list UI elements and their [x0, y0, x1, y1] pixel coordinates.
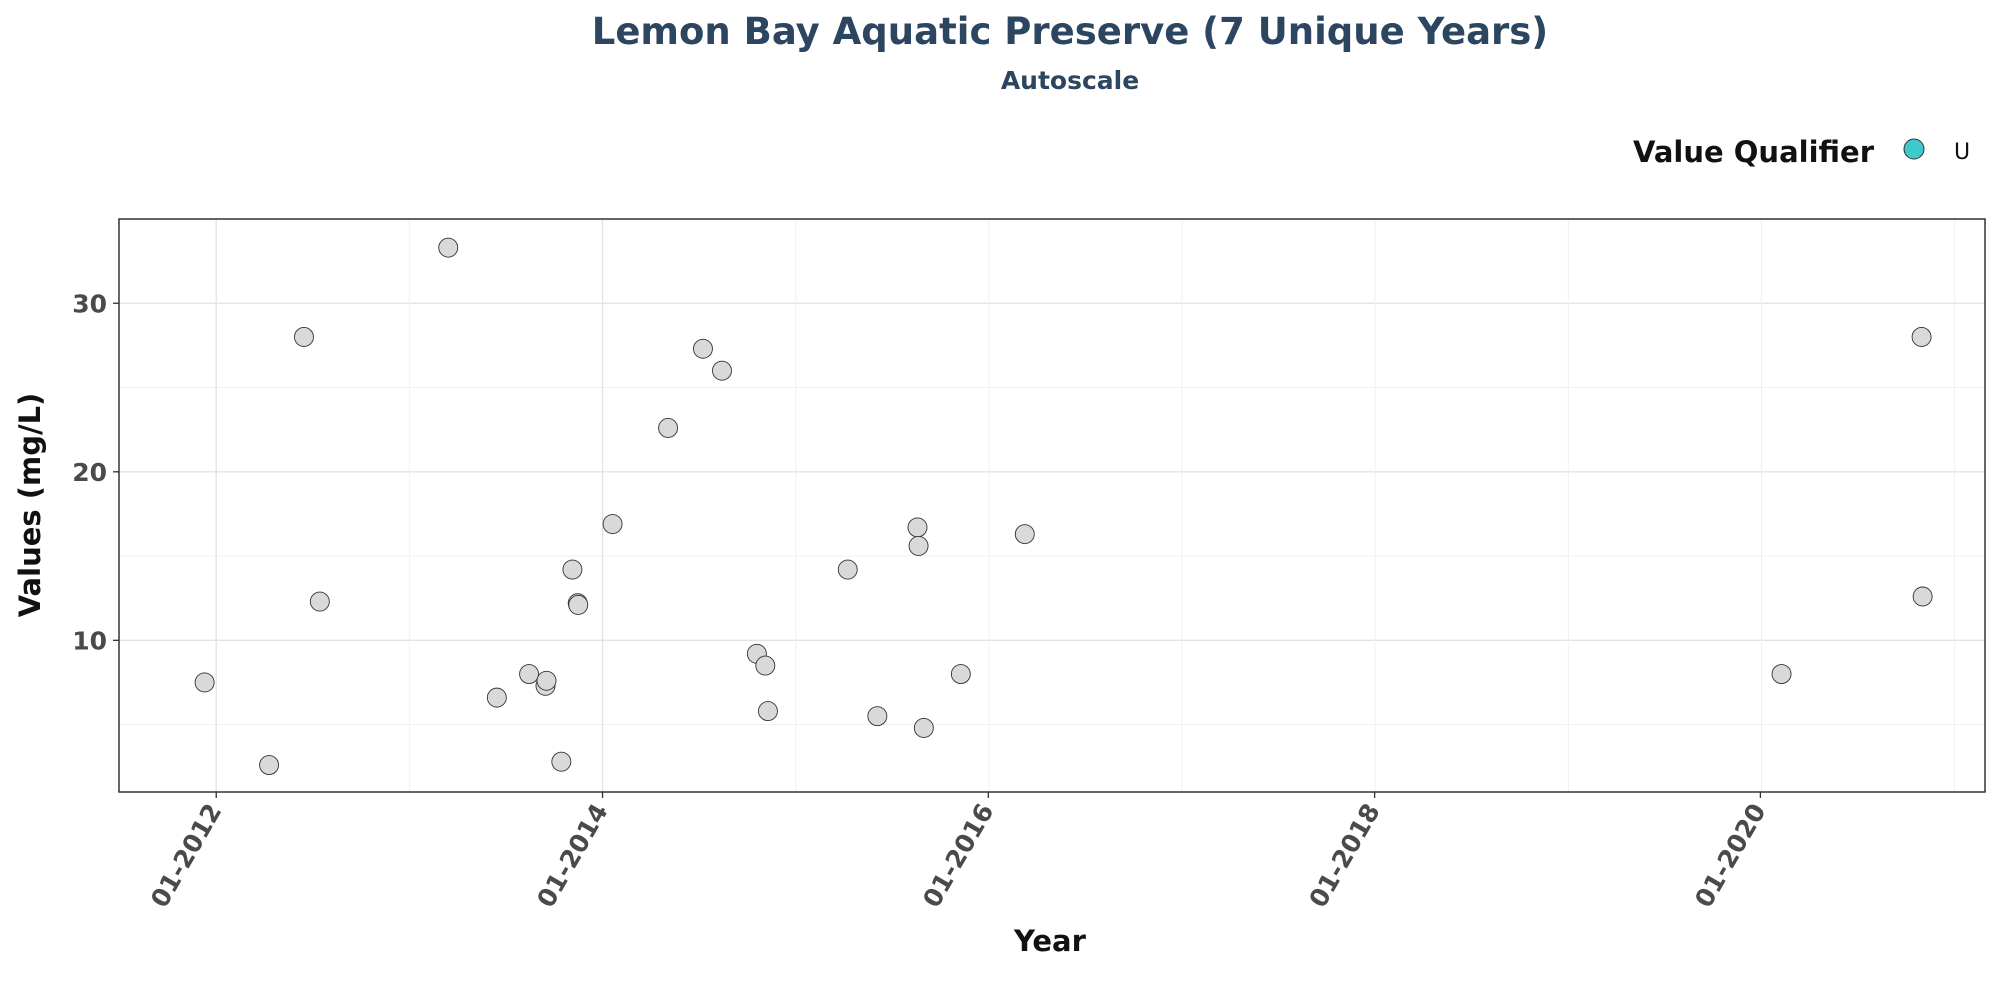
y-tick-label: 20 [72, 458, 107, 487]
data-point [294, 327, 314, 347]
legend: Value Qualifier U [1633, 135, 1970, 169]
data-point [438, 237, 459, 258]
data-point [486, 687, 507, 708]
data-point [309, 591, 330, 612]
plot-panel [118, 218, 1986, 793]
data-point [194, 672, 215, 693]
data-point [568, 594, 589, 615]
x-axis: 01-2012 01-2014 01-2016 01-2018 01-2020 [145, 792, 1772, 912]
data-point [536, 670, 557, 691]
x-tick-label: 01-2020 [1689, 799, 1771, 913]
legend-label-u: U [1954, 140, 1970, 165]
data-point [1771, 664, 1792, 684]
data-point [693, 338, 713, 359]
data-point [907, 517, 928, 538]
x-axis-title: Year [1013, 924, 1087, 958]
legend-title: Value Qualifier [1633, 135, 1875, 169]
data-point [908, 535, 929, 556]
y-tick-label: 30 [72, 289, 107, 318]
legend-key-u [1903, 138, 1925, 160]
data-point [1014, 524, 1035, 545]
data-point [562, 559, 583, 580]
x-tick-label: 01-2016 [917, 799, 999, 913]
data-points [194, 237, 1933, 775]
data-point [1911, 327, 1932, 347]
y-axis-title: Values (mg/L) [13, 393, 47, 618]
data-point [837, 559, 858, 580]
data-point [1912, 586, 1933, 607]
data-point [755, 655, 776, 676]
data-point [259, 755, 280, 775]
data-point [712, 360, 732, 381]
chart-subtitle: Autoscale [1001, 66, 1139, 95]
data-point [867, 706, 888, 727]
y-axis: 10 20 30 [72, 289, 119, 655]
y-tick-label: 10 [72, 626, 107, 655]
gridlines [119, 218, 1985, 792]
x-tick-label: 01-2012 [145, 799, 227, 913]
chart-title: Lemon Bay Aquatic Preserve (7 Unique Yea… [592, 10, 1548, 53]
data-point [519, 664, 540, 684]
data-point [658, 418, 679, 438]
data-point [758, 701, 778, 722]
x-tick-label: 01-2018 [1303, 799, 1385, 913]
x-tick-label: 01-2014 [531, 799, 613, 913]
data-point [950, 664, 971, 684]
data-point [913, 718, 934, 738]
data-point [602, 514, 623, 534]
data-point [551, 751, 572, 772]
